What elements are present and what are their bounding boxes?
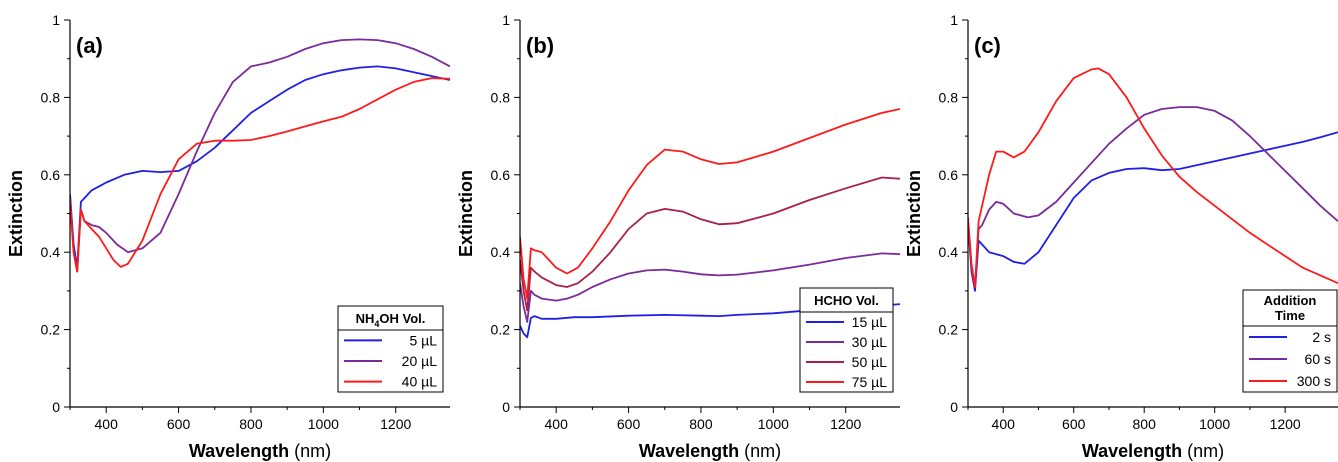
legend-label: 50 µL bbox=[852, 354, 888, 370]
series-line bbox=[520, 252, 900, 323]
chart-panel-a: 0 0.2 0.4 0.6 0.8 1 400 600 800 1000 1200 Wavelengt… bbox=[6, 12, 450, 461]
y-tick-label: 1 bbox=[950, 12, 958, 28]
legend-label: 75 µL bbox=[852, 374, 888, 390]
plot-area bbox=[70, 38, 450, 273]
legend-box bbox=[799, 287, 894, 393]
series-line bbox=[968, 131, 1338, 292]
y-tick-label: 0.6 bbox=[939, 167, 959, 183]
y-tick-label: 1 bbox=[52, 12, 60, 28]
chart-panel-b: 0 0.2 0.4 0.6 0.8 1 400 600 800 1000 1200 Wavelengt… bbox=[456, 12, 900, 461]
x-tick-label: 1000 bbox=[1199, 416, 1230, 432]
panel-label: (b) bbox=[526, 33, 554, 58]
legend-title-rest: OH Vol. bbox=[379, 311, 425, 326]
x-tick-label: 800 bbox=[1133, 416, 1157, 432]
legend-box bbox=[1242, 289, 1338, 393]
y-axis-title: Extinction bbox=[456, 170, 476, 257]
chart-panel-c: 0 0.2 0.4 0.6 0.8 1 400 600 800 1000 1200 Wavelengt… bbox=[904, 12, 1338, 461]
x-tick-label: 1200 bbox=[830, 416, 861, 432]
panel-label: (a) bbox=[76, 33, 103, 58]
y-tick-label: 1 bbox=[502, 12, 510, 28]
x-tick-label: 800 bbox=[689, 416, 713, 432]
legend-title: NH4OH Vol. bbox=[356, 311, 426, 329]
y-tick-label: 0.6 bbox=[41, 167, 61, 183]
plot-area bbox=[968, 67, 1338, 292]
x-tick-label: 1200 bbox=[380, 416, 411, 432]
legend-title-subscript: 4 bbox=[374, 319, 379, 329]
x-axis-title-unit: (nm) bbox=[739, 441, 781, 461]
panel-label: (c) bbox=[974, 33, 1001, 58]
x-tick-label: 400 bbox=[992, 416, 1016, 432]
x-tick-label: 400 bbox=[95, 416, 119, 432]
y-tick-label: 0.2 bbox=[939, 322, 959, 338]
legend: NH4OH Vol. 5 µL 20 µL 40 µL bbox=[337, 305, 444, 393]
series-line bbox=[520, 176, 900, 312]
x-axis-title: Wavelength (nm) bbox=[1082, 441, 1224, 461]
x-tick-label: 1200 bbox=[1270, 416, 1301, 432]
x-axis-title-main: Wavelength bbox=[189, 441, 289, 461]
legend-label: 40 µL bbox=[402, 374, 438, 390]
x-tick-label: 400 bbox=[545, 416, 569, 432]
series-line bbox=[70, 65, 450, 269]
x-tick-label: 1000 bbox=[308, 416, 339, 432]
legend-title: HCHO Vol. bbox=[814, 293, 879, 308]
legend-label: 15 µL bbox=[852, 314, 888, 330]
y-tick-label: 0.6 bbox=[491, 167, 511, 183]
x-tick-label: 600 bbox=[1062, 416, 1086, 432]
y-axis-title: Extinction bbox=[904, 170, 924, 257]
x-axis-title-unit: (nm) bbox=[1182, 441, 1224, 461]
x-tick-label: 600 bbox=[167, 416, 191, 432]
x-axis-title: Wavelength (nm) bbox=[189, 441, 331, 461]
legend-label: 2 s bbox=[1312, 329, 1331, 345]
x-axis-title-main: Wavelength bbox=[639, 441, 739, 461]
legend-title-line2: Time bbox=[1275, 308, 1305, 323]
legend-title-main: NH bbox=[356, 311, 375, 326]
legend: HCHO Vol. 15 µL 30 µL 50 µL 75 µL bbox=[799, 287, 894, 393]
series-line bbox=[968, 106, 1338, 288]
x-axis-title-main: Wavelength bbox=[1082, 441, 1182, 461]
legend-label: 5 µL bbox=[409, 332, 437, 348]
y-tick-label: 0.4 bbox=[939, 244, 959, 260]
legend-label: 60 s bbox=[1305, 351, 1331, 367]
legend-label: 30 µL bbox=[852, 334, 888, 350]
y-axis-title: Extinction bbox=[6, 170, 26, 257]
series-line bbox=[70, 77, 450, 273]
series-line bbox=[520, 108, 900, 300]
y-tick-label: 0.8 bbox=[41, 89, 61, 105]
y-tick-label: 0 bbox=[52, 399, 60, 415]
legend-box bbox=[337, 305, 444, 393]
x-axis-title: Wavelength (nm) bbox=[639, 441, 781, 461]
y-tick-label: 0.4 bbox=[491, 244, 511, 260]
x-tick-label: 600 bbox=[617, 416, 641, 432]
x-axis-title-unit: (nm) bbox=[289, 441, 331, 461]
y-tick-label: 0.8 bbox=[939, 89, 959, 105]
y-tick-label: 0.2 bbox=[41, 322, 61, 338]
y-tick-label: 0.2 bbox=[491, 322, 511, 338]
y-tick-label: 0.4 bbox=[41, 244, 61, 260]
legend-label: 300 s bbox=[1297, 373, 1331, 389]
x-tick-label: 1000 bbox=[758, 416, 789, 432]
y-tick-label: 0 bbox=[502, 399, 510, 415]
y-tick-label: 0.8 bbox=[491, 89, 511, 105]
y-tick-label: 0 bbox=[950, 399, 958, 415]
x-tick-label: 800 bbox=[239, 416, 263, 432]
legend-title-line1: Addition bbox=[1264, 293, 1317, 308]
series-line bbox=[70, 38, 450, 273]
legend-label: 20 µL bbox=[402, 353, 438, 369]
series-line bbox=[968, 67, 1338, 288]
plot-area bbox=[520, 108, 900, 339]
